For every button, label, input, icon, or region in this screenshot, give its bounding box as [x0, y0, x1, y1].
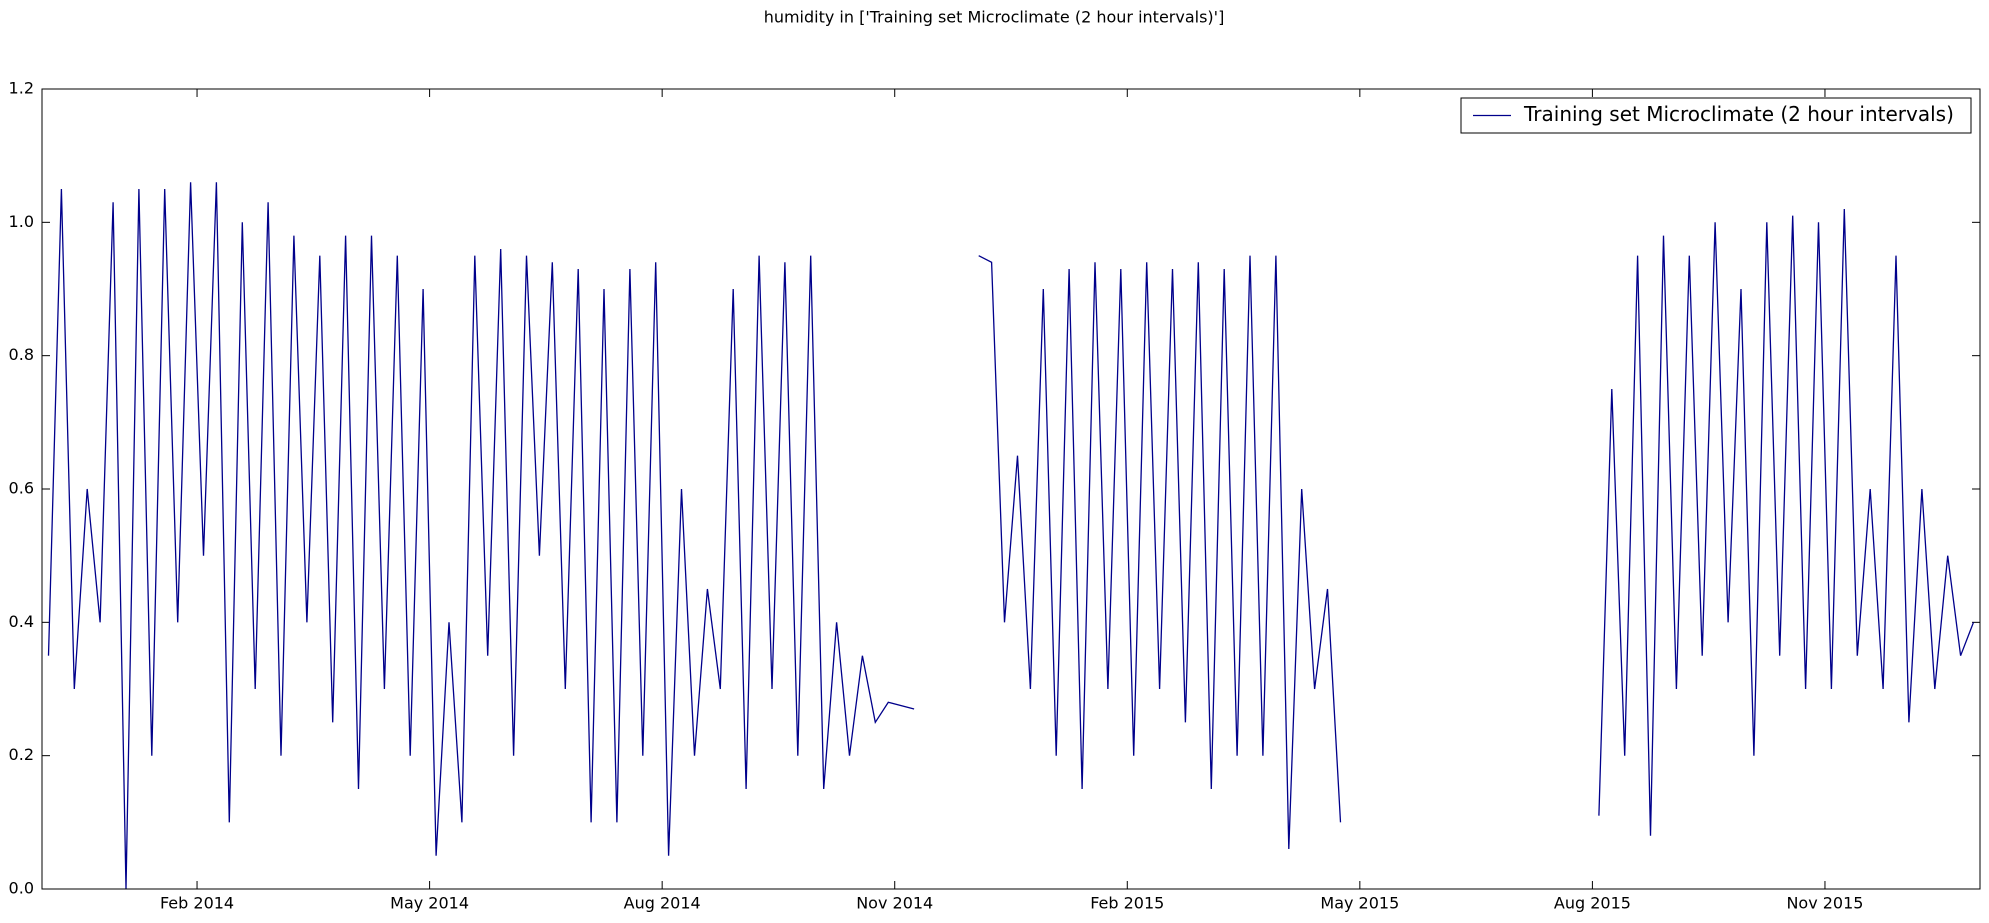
x-tick-label: Aug 2015 — [1554, 894, 1631, 913]
x-tick-label: Nov 2015 — [1786, 894, 1863, 913]
x-tick-label: May 2015 — [1320, 894, 1399, 913]
x-tick-label: Nov 2014 — [856, 894, 933, 913]
y-tick-label: 0.8 — [9, 345, 34, 364]
y-tick-label: 0.6 — [9, 479, 34, 498]
plot-frame — [41, 88, 1981, 890]
chart-title: humidity in ['Training set Microclimate … — [764, 8, 1225, 27]
x-tick-label: Feb 2015 — [1090, 894, 1164, 913]
x-tick-label: Aug 2014 — [624, 894, 701, 913]
legend-label: Training set Microclimate (2 hour interv… — [1523, 102, 1954, 126]
series-line — [978, 255, 1342, 850]
legend-box — [1460, 97, 1972, 134]
y-tick-label: 0.0 — [9, 879, 34, 898]
y-tick-label: 1.0 — [9, 212, 34, 231]
y-tick-label: 1.2 — [9, 79, 34, 98]
x-tick-label: May 2014 — [390, 894, 469, 913]
x-tick-label: Feb 2014 — [160, 894, 234, 913]
y-tick-label: 0.2 — [9, 745, 34, 764]
series-line — [1598, 208, 1975, 836]
series-line — [47, 182, 915, 890]
y-tick-label: 0.4 — [9, 612, 34, 631]
